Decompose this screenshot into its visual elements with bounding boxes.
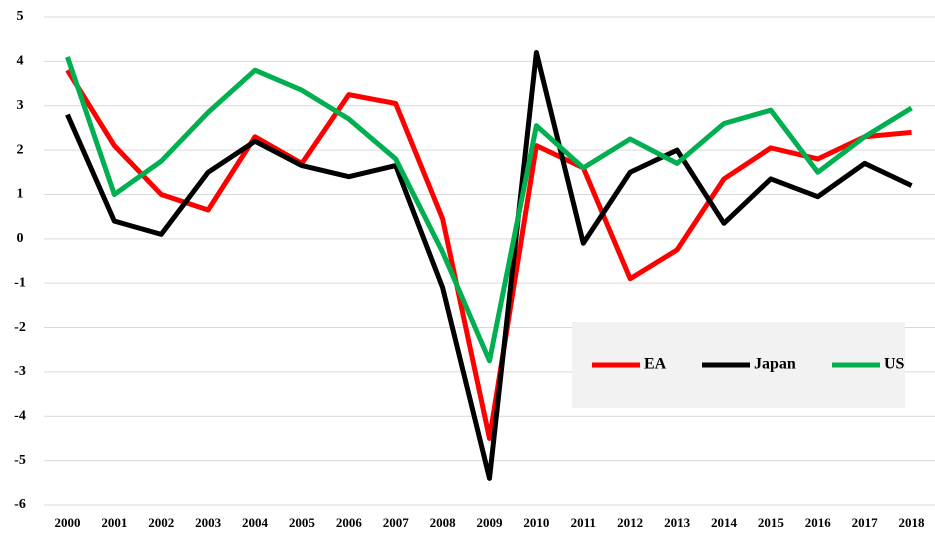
y-tick-label: 0 [17, 231, 24, 246]
grid: -6 -5 -4 -3 -2 -1 0 1 2 3 4 5 2000 2001 2002 2003 2004 20… [14, 9, 935, 530]
legend-label: EA [644, 356, 667, 373]
x-tick-label: 2012 [617, 515, 643, 530]
y-tick-label: -1 [14, 275, 26, 290]
x-tick-label: 2004 [242, 515, 269, 530]
legend: EA Japan US [572, 322, 905, 408]
series-line [65, 68, 912, 441]
y-tick-label: -4 [14, 408, 26, 423]
x-tick-label: 2005 [289, 515, 316, 530]
series-line [65, 49, 913, 481]
y-tick-label: -2 [14, 320, 26, 335]
x-tick-label: 2014 [711, 515, 738, 530]
series-line [65, 56, 913, 364]
x-tick-label: 2000 [54, 515, 80, 530]
legend-label: US [884, 356, 905, 373]
x-tick-label: 2018 [899, 515, 926, 530]
y-tick-label: 1 [17, 187, 24, 202]
x-tick-label: 2006 [336, 515, 363, 530]
x-tick-label: 2010 [523, 515, 549, 530]
x-tick-label: 2003 [195, 515, 222, 530]
x-tick-label: 2002 [148, 515, 174, 530]
y-tick-label: 3 [17, 98, 24, 113]
y-tick-label: -3 [14, 364, 26, 379]
x-tick-label: 2001 [101, 515, 127, 530]
y-tick-label: 5 [17, 9, 24, 24]
y-tick-label: -6 [14, 497, 26, 512]
lines [65, 49, 913, 481]
x-tick-label: 2013 [664, 515, 691, 530]
y-tick-label: -5 [14, 453, 26, 468]
x-tick-label: 2015 [758, 515, 785, 530]
x-tick-label: 2011 [571, 515, 596, 530]
x-tick-label: 2007 [383, 515, 410, 530]
x-tick-label: 2016 [805, 515, 832, 530]
y-tick-label: 2 [17, 142, 24, 157]
x-tick-label: 2008 [430, 515, 457, 530]
y-tick-label: 4 [17, 54, 24, 69]
x-tick-label: 2017 [852, 515, 879, 530]
legend-label: Japan [754, 356, 796, 373]
x-tick-label: 2009 [477, 515, 504, 530]
